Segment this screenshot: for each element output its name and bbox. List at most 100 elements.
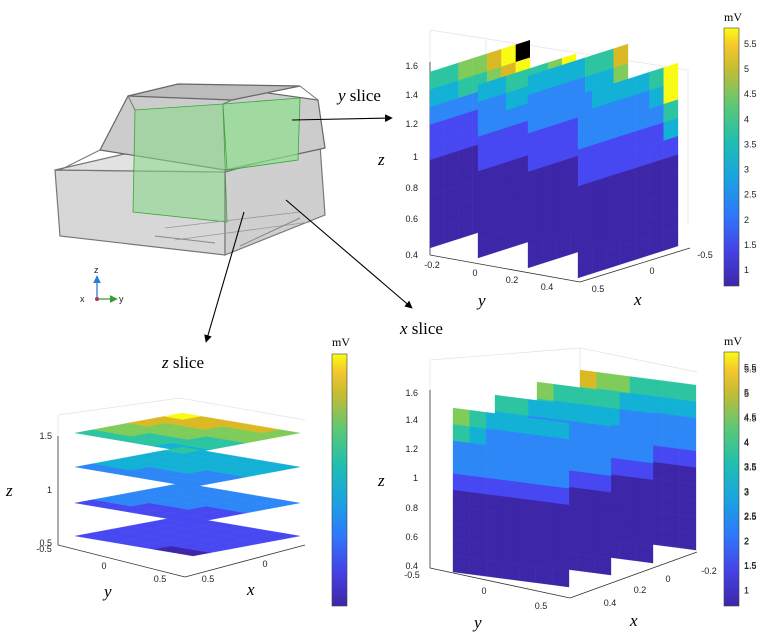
slice-cell bbox=[485, 477, 503, 497]
slice-cell bbox=[502, 479, 520, 499]
colorbar-tick: 2.5 bbox=[744, 190, 757, 200]
slice-cell bbox=[662, 397, 680, 417]
plot1-x-tick: 0 bbox=[649, 266, 654, 276]
plot1-x-axis bbox=[579, 247, 691, 283]
slice-cell bbox=[636, 527, 654, 547]
slice-cell bbox=[636, 461, 654, 481]
colorbar-tick: 2.5 bbox=[744, 511, 757, 521]
slice-cell bbox=[535, 418, 553, 438]
plot3-z-tick: 0.8 bbox=[405, 503, 418, 513]
slice-cell bbox=[619, 508, 637, 528]
colorbar-tick: 5 bbox=[744, 387, 749, 397]
slice-cell bbox=[552, 568, 570, 588]
plot1-y-tick: 0.4 bbox=[541, 282, 554, 292]
slice-cell bbox=[636, 427, 654, 448]
plot1-y-tick: -0.2 bbox=[424, 260, 440, 270]
slice-cell bbox=[619, 409, 637, 429]
plot2-x-axis bbox=[184, 544, 306, 578]
colorbar-tick: 3 bbox=[744, 486, 749, 496]
slice-cell bbox=[502, 463, 520, 483]
slice-cell bbox=[577, 537, 595, 557]
slice-cell bbox=[452, 506, 470, 526]
slice-cell bbox=[552, 535, 570, 555]
slice-cell bbox=[619, 542, 637, 562]
slice-cell bbox=[636, 544, 654, 564]
colorbar-tick: 1.5 bbox=[744, 561, 757, 571]
plot1-y-tick: 0 bbox=[472, 268, 477, 278]
slice-cell bbox=[469, 409, 487, 429]
plot3-z-tick: 1.4 bbox=[405, 415, 418, 425]
slice-cell bbox=[469, 475, 487, 495]
slice-cell bbox=[519, 514, 537, 534]
slice-cell bbox=[469, 541, 487, 561]
plot3-x-tick: 0.2 bbox=[634, 585, 647, 595]
slice-cell bbox=[262, 532, 301, 540]
slice-cell bbox=[535, 435, 553, 454]
plot3-z-tick: 1.6 bbox=[405, 388, 418, 398]
slice-cell bbox=[629, 376, 647, 396]
colorbar-tick: 1 bbox=[744, 585, 749, 595]
slice-cell bbox=[502, 414, 520, 434]
colorbar-tick: 4 bbox=[744, 437, 749, 447]
slice-cell bbox=[552, 486, 570, 506]
slice-cell bbox=[511, 396, 529, 416]
slice-cell bbox=[636, 510, 654, 531]
slice-cell bbox=[577, 504, 595, 524]
plot2-z-tick: 1 bbox=[47, 485, 52, 495]
slice-cell bbox=[552, 502, 570, 522]
slice-cell bbox=[469, 459, 487, 479]
plot3-y-label: y bbox=[472, 613, 482, 632]
slice-cell bbox=[535, 566, 553, 586]
slice-cell bbox=[662, 512, 680, 532]
plot2-y-tick: 0 bbox=[101, 561, 106, 571]
colorbar-tick: 2.5 bbox=[744, 512, 757, 522]
y-slice-plane bbox=[577, 62, 679, 279]
plot2-y-tick: -0.5 bbox=[36, 544, 52, 554]
colorbar-br-unit: mV bbox=[724, 334, 742, 348]
label-x-slice: x slice bbox=[399, 319, 443, 338]
slice-cell bbox=[636, 444, 654, 464]
slice-cell bbox=[452, 473, 470, 493]
slice-cell bbox=[619, 525, 637, 545]
plot3-z-tick: 0.4 bbox=[405, 561, 418, 571]
slice-cell bbox=[679, 514, 697, 534]
colorbar-tick: 5 bbox=[744, 64, 749, 74]
z-slice-plane bbox=[74, 515, 301, 557]
slice-cell bbox=[679, 498, 697, 518]
slice-cell bbox=[485, 543, 503, 563]
x-slice-plane bbox=[452, 407, 570, 588]
slice-cell bbox=[502, 430, 520, 450]
plot3-x-tick: 0.4 bbox=[604, 598, 617, 608]
slice-cell bbox=[469, 491, 487, 511]
slice-cell bbox=[452, 522, 470, 542]
slice-cell bbox=[594, 440, 612, 460]
slice-cell bbox=[662, 529, 680, 549]
plot-y-slice: 1.6 1.4 1.2 1 0.8 0.6 0.4 -0.2 0 0.2 0.4 0.5 0 -0.5… bbox=[377, 29, 713, 310]
plot3-x-label: x bbox=[629, 611, 638, 630]
slice-cell bbox=[494, 394, 512, 414]
slice-cell bbox=[594, 424, 612, 444]
slice-cell bbox=[502, 561, 520, 581]
slice-cell bbox=[535, 484, 553, 504]
slice-cell bbox=[552, 469, 570, 489]
plot-x-slice: 1.6 1.4 1.2 1 0.8 0.6 0.4 -0.5 0 0.5 0.4 0.2 0 -0.2… bbox=[377, 347, 717, 632]
slice-cell bbox=[485, 526, 503, 546]
slice-cell bbox=[594, 539, 612, 559]
slice-cell bbox=[502, 512, 520, 532]
slice-cell bbox=[469, 524, 487, 544]
slice-cell bbox=[662, 413, 680, 433]
slice-cell bbox=[535, 549, 553, 569]
car-green-slice-side bbox=[222, 97, 301, 171]
triad-x-label: x bbox=[80, 294, 85, 304]
slice-cell bbox=[519, 498, 537, 518]
colorbar-tick: 3 bbox=[744, 165, 749, 175]
slice-cell bbox=[577, 405, 595, 425]
slice-cell bbox=[452, 424, 470, 444]
slice-cell bbox=[577, 554, 595, 574]
slice-cell bbox=[519, 547, 537, 567]
plot3-x-axis bbox=[569, 551, 698, 599]
plot1-z-tick: 1.2 bbox=[405, 119, 418, 129]
plot3-z-tick: 1 bbox=[413, 473, 418, 483]
colorbar-tick: 5.5 bbox=[744, 39, 757, 49]
slice-cell bbox=[469, 442, 487, 462]
